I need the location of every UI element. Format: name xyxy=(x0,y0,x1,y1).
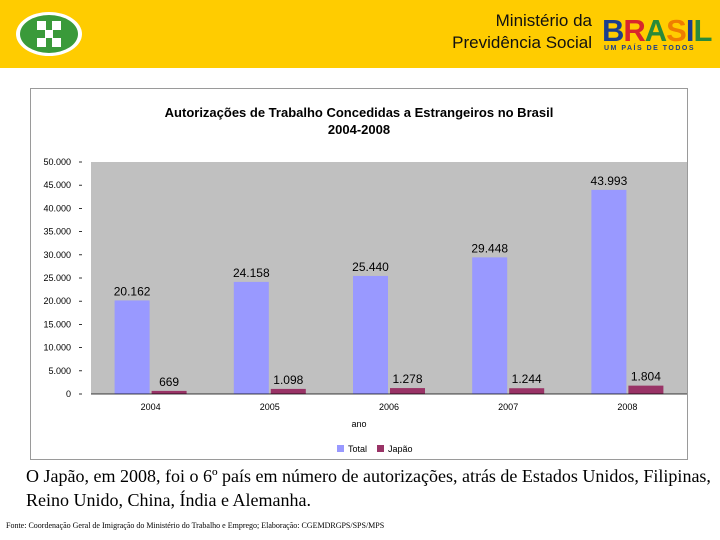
y-tick-label: 40.000 xyxy=(43,203,71,213)
y-tick-label: 35.000 xyxy=(43,227,71,237)
ministry-title: Ministério da Previdência Social xyxy=(452,10,592,54)
chart-subtitle: 2004-2008 xyxy=(328,122,390,137)
chart-frame: Autorizações de Trabalho Concedidas a Es… xyxy=(30,88,688,460)
y-tick-label: 25.000 xyxy=(43,273,71,283)
bar-japo-2007 xyxy=(509,388,545,394)
y-tick-label: 5.000 xyxy=(48,366,71,376)
caption-text: O Japão, em 2008, foi o 6º país em númer… xyxy=(26,466,711,510)
x-tick-label: 2005 xyxy=(260,402,280,412)
bar-total-2004 xyxy=(114,300,150,394)
legend-swatch-japo xyxy=(377,445,384,452)
plot-area xyxy=(91,162,687,394)
header-bar: Ministério da Previdência Social BRASIL … xyxy=(0,0,720,68)
bar-total-2007 xyxy=(472,257,508,394)
data-label-total-2007: 29.448 xyxy=(471,241,508,255)
y-tick-label: 50.000 xyxy=(43,157,71,167)
chart-title: Autorizações de Trabalho Concedidas a Es… xyxy=(165,105,554,120)
y-tick-label: 45.000 xyxy=(43,180,71,190)
legend-swatch-total xyxy=(337,445,344,452)
x-tick-label: 2004 xyxy=(141,402,161,412)
data-label-total-2005: 24.158 xyxy=(233,266,270,280)
bar-japo-2006 xyxy=(390,388,425,394)
bar-total-2008 xyxy=(591,189,627,394)
y-tick-label: 30.000 xyxy=(43,250,71,260)
ministry-title-line1: Ministério da xyxy=(495,11,592,30)
legend-label-total: Total xyxy=(348,444,367,454)
data-label-japo-2004: 669 xyxy=(159,375,179,389)
chart-legend: Total Japão xyxy=(337,444,413,454)
ministry-logo-icon xyxy=(16,12,82,56)
brasil-brand-logo: BRASIL UM PAÍS DE TODOS xyxy=(598,14,714,56)
y-tick-label: 10.000 xyxy=(43,343,71,353)
source-note: Fonte: Coordenação Geral de Imigração do… xyxy=(6,521,385,530)
data-label-japo-2006: 1.278 xyxy=(392,372,422,386)
legend-label-japo: Japão xyxy=(388,444,413,454)
x-axis: 2004 2005 2006 2007 2008 xyxy=(91,393,687,412)
bars: 20.162 669 24.158 1.098 25.440 1.278 29.448 1.2… xyxy=(114,174,664,394)
x-axis-label: ano xyxy=(351,419,366,429)
x-tick-label: 2007 xyxy=(498,402,518,412)
data-label-total-2008: 43.993 xyxy=(591,174,628,188)
data-label-japo-2008: 1.804 xyxy=(631,370,661,384)
bar-chart: Autorizações de Trabalho Concedidas a Es… xyxy=(43,105,687,454)
bar-total-2006 xyxy=(353,275,388,394)
ministry-title-line2: Previdência Social xyxy=(452,33,592,52)
data-label-japo-2005: 1.098 xyxy=(273,373,303,387)
x-tick-label: 2006 xyxy=(379,402,399,412)
brand-word: BRASIL xyxy=(602,13,712,48)
y-axis: 0 5.000 10.000 15.000 20.000 25.000 30.000 35.0… xyxy=(43,157,82,399)
bar-japo-2004 xyxy=(151,390,187,394)
data-label-total-2004: 20.162 xyxy=(114,284,151,298)
x-tick-label: 2008 xyxy=(617,402,637,412)
y-tick-label: 0 xyxy=(66,389,71,399)
bar-japo-2005 xyxy=(270,388,306,394)
y-tick-label: 15.000 xyxy=(43,319,71,329)
bar-japo-2008 xyxy=(628,385,664,394)
y-tick-label: 20.000 xyxy=(43,296,71,306)
data-label-japo-2007: 1.244 xyxy=(512,372,542,386)
brand-tagline: UM PAÍS DE TODOS xyxy=(604,45,696,52)
data-label-total-2006: 25.440 xyxy=(352,260,389,274)
bar-total-2005 xyxy=(233,281,269,394)
